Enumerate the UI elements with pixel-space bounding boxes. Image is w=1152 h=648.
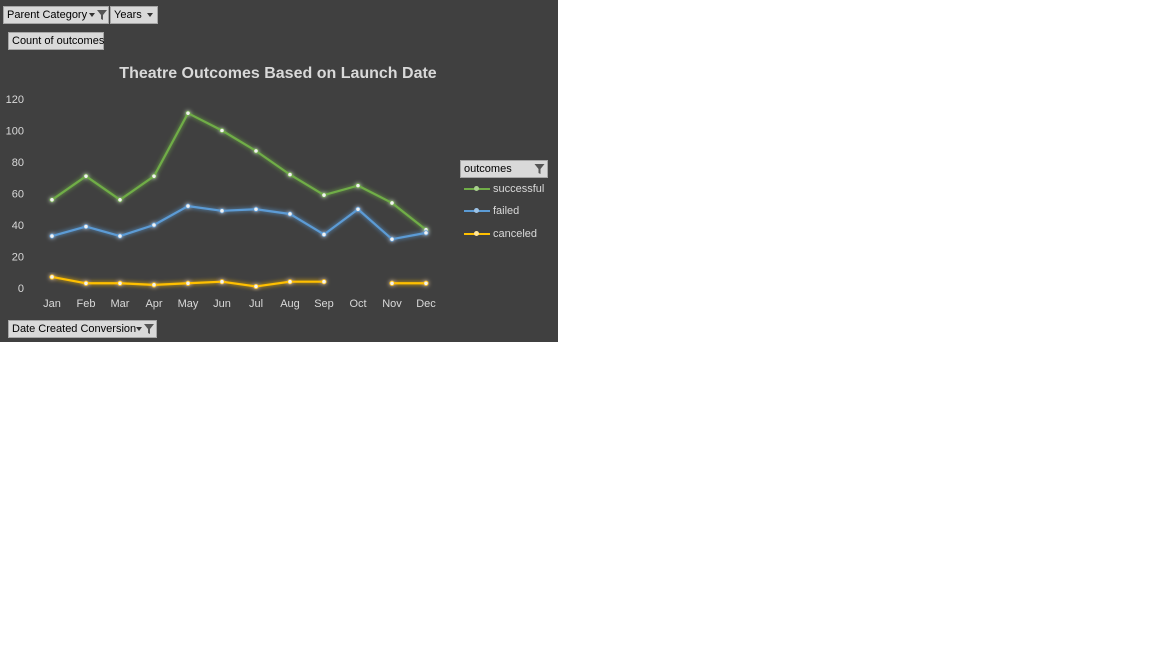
data-point-canceled[interactable]: [151, 282, 157, 288]
parent-category-filter-button[interactable]: Parent Category: [3, 6, 109, 24]
data-point-canceled[interactable]: [49, 274, 55, 280]
chevron-down-icon: [89, 13, 95, 17]
data-point-canceled[interactable]: [423, 280, 429, 286]
legend-marker-icon: [474, 186, 479, 191]
filter-funnel-icon: [144, 324, 154, 334]
x-tick-label: Jul: [249, 298, 263, 310]
line-chart: Theatre Outcomes Based on Launch Date 0 2…: [6, 65, 437, 310]
data-point-successful[interactable]: [49, 197, 55, 203]
data-point-successful[interactable]: [321, 192, 327, 198]
x-tick-label: May: [178, 298, 199, 310]
x-tick-label: Jun: [213, 298, 231, 310]
data-point-failed[interactable]: [287, 211, 293, 217]
data-point-successful[interactable]: [355, 183, 361, 189]
data-point-successful[interactable]: [117, 197, 123, 203]
x-tick-label: Mar: [111, 298, 130, 310]
data-point-failed[interactable]: [83, 223, 89, 230]
legend-label-canceled: canceled: [493, 228, 538, 240]
y-tick-label: 100: [6, 126, 24, 138]
x-tick-label: Nov: [382, 298, 402, 310]
data-point-canceled[interactable]: [253, 283, 259, 290]
data-point-failed[interactable]: [423, 230, 429, 236]
data-point-successful[interactable]: [83, 173, 89, 179]
chevron-down-icon: [147, 13, 153, 17]
y-tick-label: 40: [12, 220, 24, 232]
years-label: Years: [114, 9, 142, 21]
x-tick-label: Sep: [314, 298, 334, 310]
values-field-label: Count of outcomes: [12, 35, 105, 47]
data-point-successful[interactable]: [151, 173, 157, 179]
data-point-failed[interactable]: [185, 203, 191, 209]
data-point-canceled[interactable]: [219, 279, 225, 285]
series-successful: [49, 110, 429, 233]
data-point-canceled[interactable]: [321, 279, 327, 285]
legend-marker-icon: [474, 208, 479, 213]
data-point-failed[interactable]: [389, 236, 395, 242]
data-point-failed[interactable]: [117, 233, 123, 239]
data-point-failed[interactable]: [151, 222, 157, 228]
y-tick-label: 20: [12, 252, 24, 264]
axis-field-filter-button[interactable]: Date Created Conversion: [8, 320, 157, 338]
data-point-successful[interactable]: [389, 200, 395, 206]
axis-field-label: Date Created Conversion: [12, 323, 137, 335]
data-point-canceled[interactable]: [185, 280, 191, 286]
data-point-canceled[interactable]: [117, 280, 123, 286]
y-tick-label: 0: [18, 283, 24, 295]
y-tick-label: 60: [12, 189, 24, 201]
chart-title: Theatre Outcomes Based on Launch Date: [119, 65, 437, 82]
series-failed: [49, 203, 429, 242]
x-tick-label: Feb: [77, 298, 96, 310]
data-point-canceled[interactable]: [389, 280, 395, 286]
legend-field-button[interactable]: outcomes: [460, 160, 548, 178]
data-point-canceled[interactable]: [287, 279, 293, 285]
chevron-down-icon: [136, 327, 142, 331]
legend-label-failed: failed: [493, 205, 520, 217]
years-filter-button[interactable]: Years: [110, 6, 158, 24]
y-tick-label: 80: [12, 157, 24, 169]
data-point-failed[interactable]: [355, 206, 361, 212]
x-tick-label: Jan: [43, 298, 61, 310]
pivot-chart-panel: Parent Category Years Count of outcomes …: [0, 0, 558, 342]
data-point-failed[interactable]: [49, 233, 55, 239]
y-tick-label: 120: [6, 94, 24, 106]
series-canceled: [49, 274, 429, 290]
values-field-button[interactable]: Count of outcomes: [8, 32, 104, 50]
data-point-failed[interactable]: [253, 206, 259, 212]
data-point-successful[interactable]: [219, 127, 225, 134]
data-point-canceled[interactable]: [83, 280, 89, 286]
legend-label-successful: successful: [493, 183, 545, 195]
legend-marker-icon: [474, 231, 479, 236]
data-point-successful[interactable]: [253, 148, 259, 154]
data-point-failed[interactable]: [219, 208, 225, 214]
series-line-successful: [51, 112, 427, 231]
data-point-failed[interactable]: [321, 231, 327, 238]
x-tick-label: Dec: [416, 298, 436, 310]
filter-funnel-icon: [97, 10, 107, 20]
filter-funnel-icon: [534, 164, 545, 174]
data-point-successful[interactable]: [185, 110, 191, 116]
series-line-failed: [51, 205, 427, 241]
legend-field-label: outcomes: [464, 163, 512, 175]
data-point-successful[interactable]: [287, 172, 293, 178]
x-tick-label: Oct: [349, 298, 366, 310]
x-tick-label: Aug: [280, 298, 300, 310]
x-tick-label: Apr: [145, 298, 162, 310]
parent-category-label: Parent Category: [7, 9, 88, 21]
